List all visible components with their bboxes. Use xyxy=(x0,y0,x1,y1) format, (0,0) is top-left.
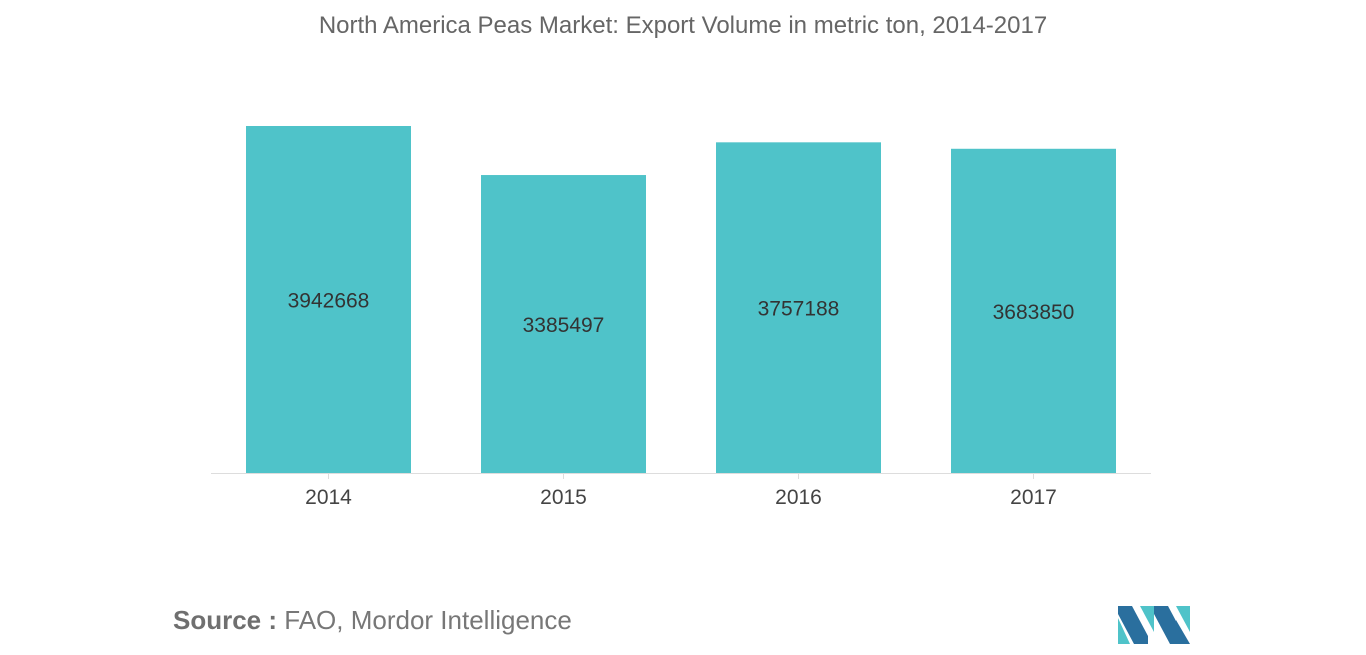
source-note: Source : FAO, Mordor Intelligence xyxy=(173,605,572,636)
bar-2016 xyxy=(716,142,881,473)
chart-title: North America Peas Market: Export Volume… xyxy=(318,12,1048,39)
source-label: Source : xyxy=(173,605,278,635)
data-label-2016: 3757188 xyxy=(758,298,840,321)
data-label-2015: 3385497 xyxy=(523,314,605,337)
bar-chart: 3942668 2014 3385497 2015 3757188 2016 3683850… xyxy=(211,126,1151,509)
x-tick-label-2017: 2017 xyxy=(1010,486,1057,509)
bar-2015 xyxy=(481,175,646,473)
data-label-2017: 3683850 xyxy=(993,301,1075,324)
bar-2017 xyxy=(951,148,1116,474)
x-tick-label-2014: 2014 xyxy=(305,486,352,509)
data-label-2014: 3942668 xyxy=(288,290,370,313)
mordor-intelligence-logo-icon xyxy=(1118,606,1190,644)
source-text: FAO, Mordor Intelligence xyxy=(284,605,572,635)
bar-2014 xyxy=(246,126,411,473)
x-tick-label-2015: 2015 xyxy=(540,486,587,509)
x-tick-label-2016: 2016 xyxy=(775,486,822,509)
